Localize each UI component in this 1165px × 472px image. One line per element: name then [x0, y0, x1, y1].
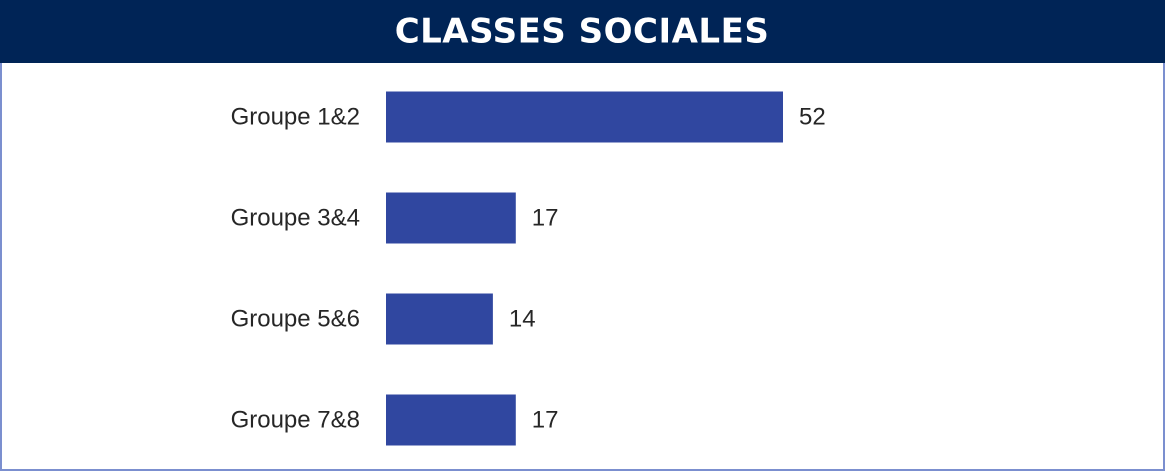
bar: [386, 394, 516, 446]
chart-title: CLASSES SOCIALES: [395, 12, 770, 52]
value-label: 52: [799, 103, 826, 130]
category-label: Groupe 5&6: [231, 305, 360, 332]
bar: [386, 293, 493, 345]
category-label: Groupe 1&2: [231, 103, 360, 130]
value-label: 14: [509, 305, 536, 332]
value-label: 17: [532, 406, 559, 433]
bar: [386, 192, 516, 244]
category-label: Groupe 3&4: [231, 204, 360, 231]
category-label: Groupe 7&8: [231, 406, 360, 433]
value-label: 17: [532, 204, 559, 231]
bar: [386, 91, 783, 143]
header: [0, 0, 1165, 63]
